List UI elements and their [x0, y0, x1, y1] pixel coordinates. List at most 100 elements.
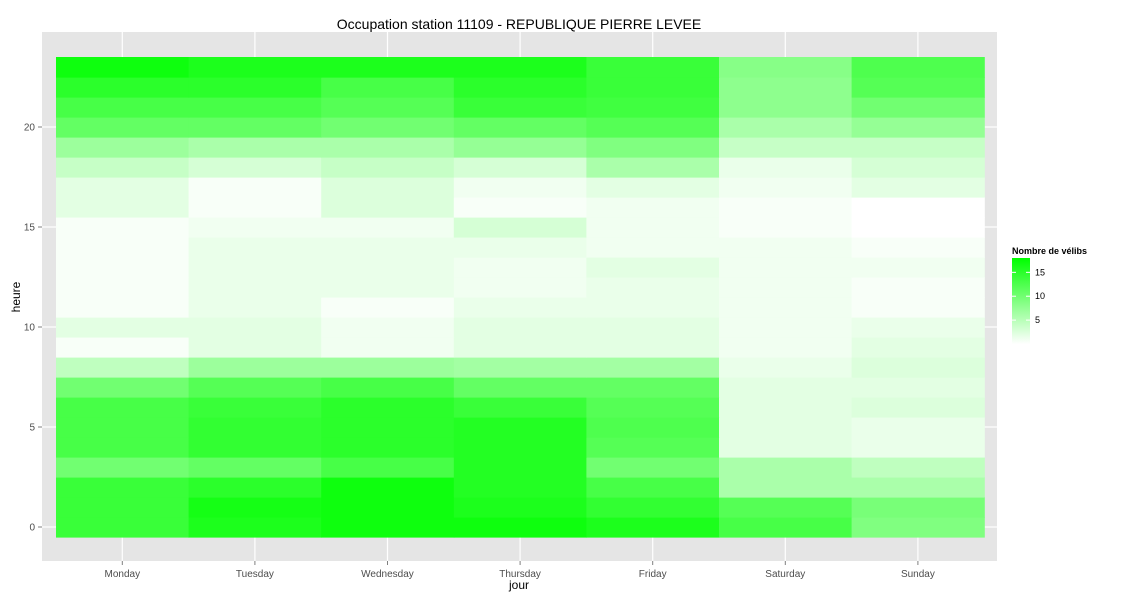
heatmap-cell — [586, 257, 720, 278]
heatmap-cell — [453, 317, 587, 338]
x-tick-label: Saturday — [765, 569, 805, 580]
x-tick-label: Wednesday — [361, 569, 414, 580]
heatmap-cell — [719, 417, 853, 438]
heatmap-cell — [321, 237, 455, 258]
heatmap-cell — [188, 57, 322, 78]
heatmap-cell — [851, 337, 985, 358]
heatmap-cell — [851, 437, 985, 458]
y-axis: 0 5 10 15 20 — [24, 123, 42, 534]
chart-title: Occupation station 11109 - REPUBLIQUE PI… — [337, 16, 701, 32]
heatmap-cell — [719, 377, 853, 398]
heatmap-cell — [851, 157, 985, 178]
legend-tick-label: 5 — [1035, 315, 1040, 325]
heatmap-cell — [56, 417, 190, 438]
x-tick-label: Sunday — [901, 569, 935, 580]
heatmap-cell — [719, 517, 853, 538]
heatmap-cell — [586, 137, 720, 158]
heatmap-cell — [453, 497, 587, 518]
heatmap-cell — [188, 277, 322, 298]
heatmap-cell — [586, 97, 720, 118]
heatmap-cell — [719, 497, 853, 518]
y-tick-label: 0 — [29, 523, 35, 534]
heatmap-cell — [719, 257, 853, 278]
heatmap-cell — [56, 457, 190, 478]
heatmap-cell — [453, 437, 587, 458]
heatmap-cell — [453, 417, 587, 438]
heatmap-cell — [851, 217, 985, 238]
heatmap-cell — [188, 77, 322, 98]
heatmap-cell — [321, 257, 455, 278]
heatmap-cell — [453, 77, 587, 98]
heatmap-cell — [719, 217, 853, 238]
heatmap-cell — [56, 257, 190, 278]
heatmap-cell — [56, 337, 190, 358]
x-axis: Monday Tuesday Wednesday Thursday Friday Satu… — [105, 561, 935, 580]
heatmap-cell — [586, 197, 720, 218]
heatmap-cell — [188, 157, 322, 178]
heatmap-cell — [851, 97, 985, 118]
heatmap-cell — [188, 297, 322, 318]
heatmap-cell — [719, 177, 853, 198]
heatmap-cell — [188, 377, 322, 398]
heatmap-cell — [321, 217, 455, 238]
heatmap-cell — [453, 137, 587, 158]
heatmap-cell — [56, 437, 190, 458]
heatmap-cell — [453, 477, 587, 498]
heatmap-cell — [586, 417, 720, 438]
heatmap-cell — [453, 277, 587, 298]
heatmap-cell — [56, 137, 190, 158]
heatmap-cell — [321, 277, 455, 298]
heatmap-cell — [56, 517, 190, 538]
heatmap-cell — [188, 417, 322, 438]
heatmap-cell — [719, 477, 853, 498]
heatmap-cell — [851, 117, 985, 138]
legend-colorbar — [1012, 258, 1030, 344]
heatmap-cell — [321, 157, 455, 178]
x-tick-label: Friday — [639, 569, 667, 580]
heatmap-cell — [56, 477, 190, 498]
heatmap-cell — [851, 177, 985, 198]
heatmap-cell — [453, 257, 587, 278]
heatmap-cell — [321, 77, 455, 98]
heatmap-cell — [719, 137, 853, 158]
heatmap-cell — [56, 297, 190, 318]
heatmap-cell — [321, 377, 455, 398]
heatmap-cell — [56, 177, 190, 198]
heatmap-cell — [851, 417, 985, 438]
heatmap-cell — [321, 337, 455, 358]
heatmap-cell — [188, 237, 322, 258]
heatmap-cell — [56, 397, 190, 418]
heatmap-cell — [321, 177, 455, 198]
heatmap-cell — [56, 197, 190, 218]
heatmap-cell — [586, 177, 720, 198]
heatmap-cell — [188, 497, 322, 518]
heatmap-cell — [719, 317, 853, 338]
heatmap-cell — [719, 197, 853, 218]
heatmap-cell — [321, 417, 455, 438]
heatmap-cell — [719, 77, 853, 98]
heatmap-cell — [851, 317, 985, 338]
heatmap-cell — [453, 177, 587, 198]
legend-ticks: 5 10 15 — [1012, 267, 1045, 325]
heatmap-cell — [719, 397, 853, 418]
heatmap-cell — [56, 377, 190, 398]
heatmap-cell — [56, 497, 190, 518]
heatmap-cell — [851, 517, 985, 538]
heatmap-cell — [321, 457, 455, 478]
heatmap-cell — [56, 97, 190, 118]
heatmap-cell — [586, 517, 720, 538]
heatmap-cell — [56, 157, 190, 178]
x-tick-label: Tuesday — [236, 569, 274, 580]
heatmap-cell — [188, 357, 322, 378]
heatmap-cell — [321, 57, 455, 78]
heatmap-cell — [851, 137, 985, 158]
heatmap-cell — [453, 57, 587, 78]
heatmap-cell — [321, 497, 455, 518]
heatmap-cell — [586, 277, 720, 298]
heatmap-cell — [851, 457, 985, 478]
legend-title: Nombre de vélibs — [1012, 246, 1087, 256]
x-axis-title: jour — [508, 578, 529, 592]
heatmap-cell — [188, 117, 322, 138]
heatmap-cell — [453, 217, 587, 238]
